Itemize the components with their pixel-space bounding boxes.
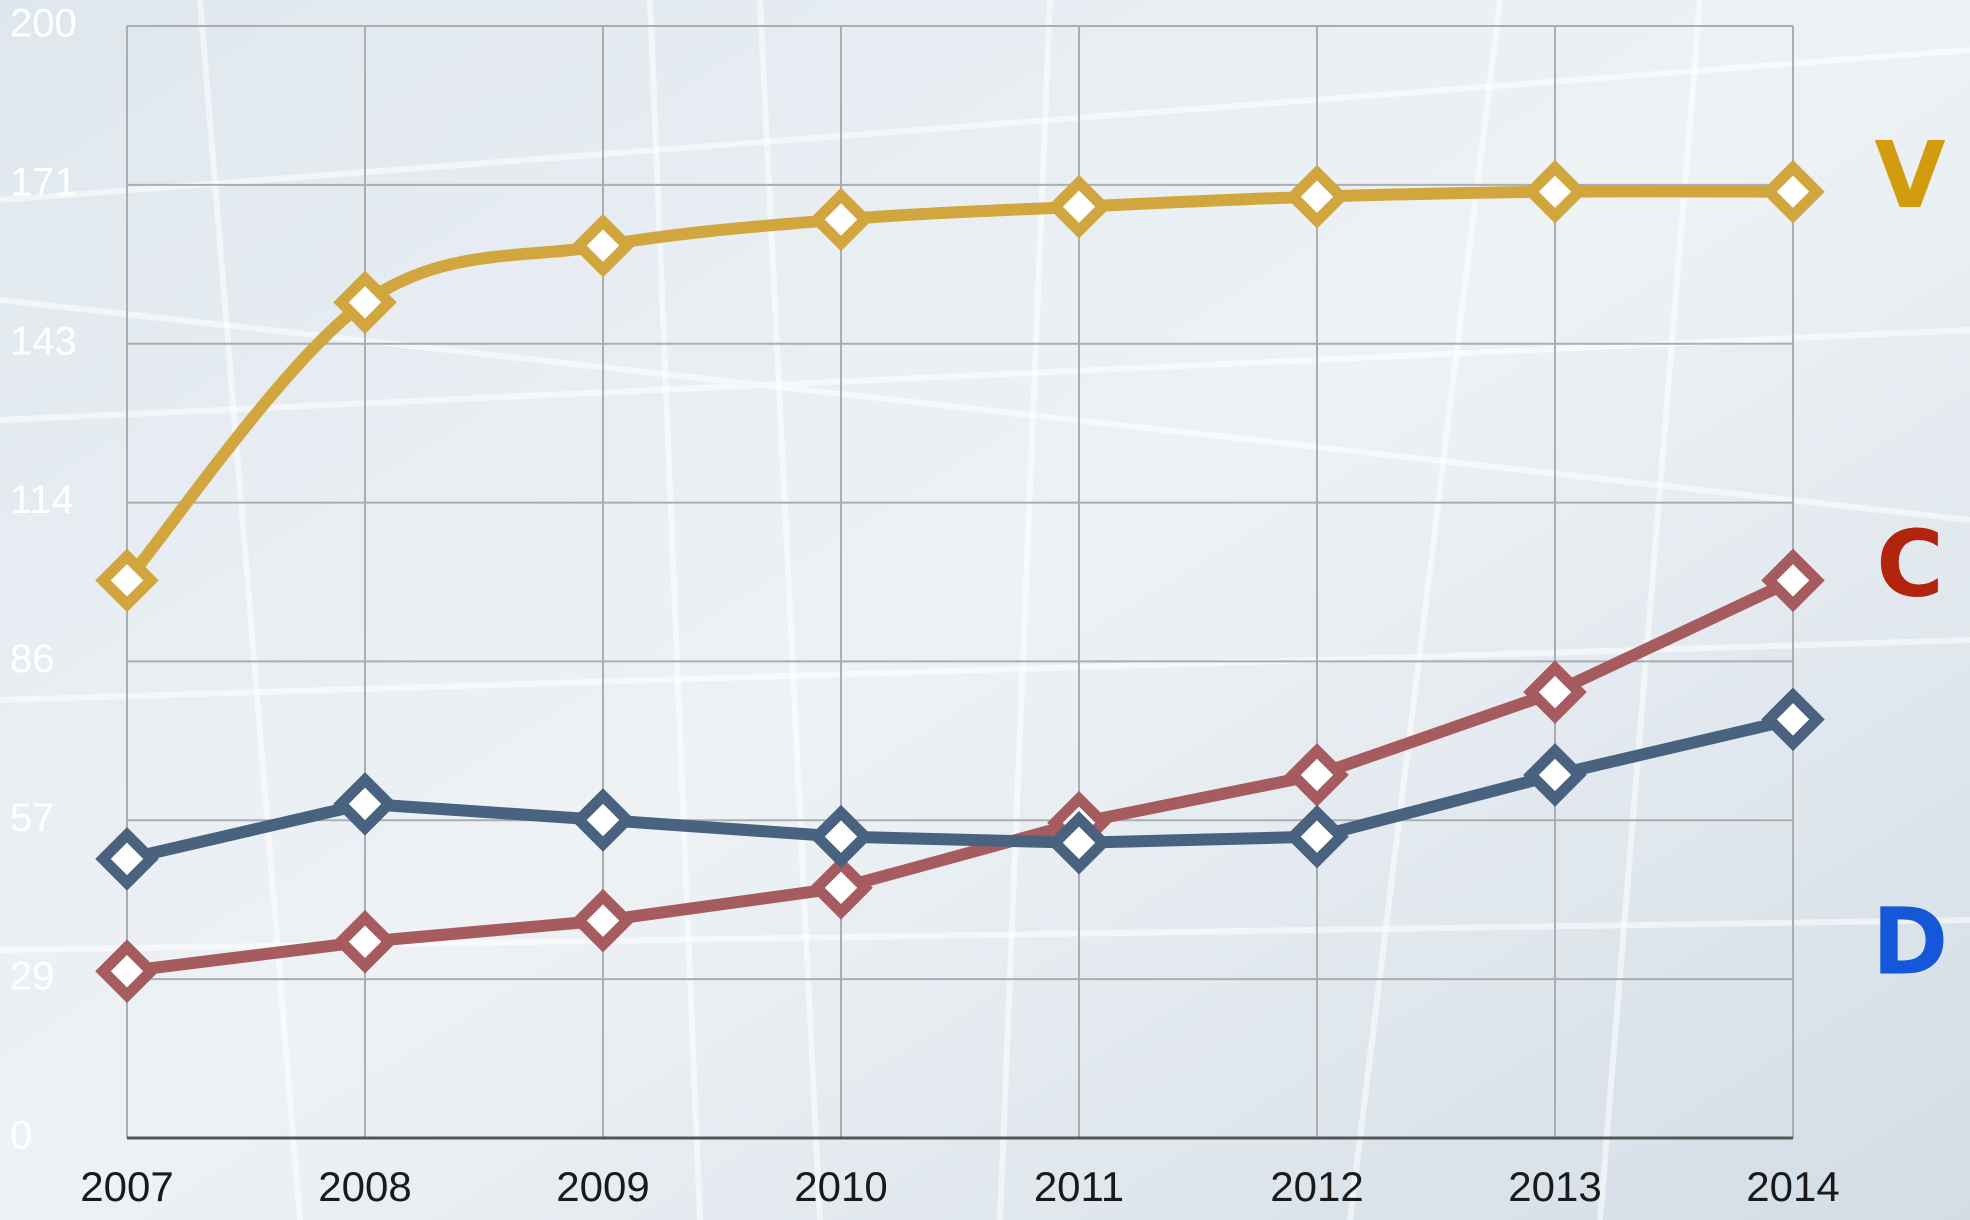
y-tick-label: 114 (10, 478, 74, 522)
series-line (125, 713, 1795, 865)
marker (809, 856, 873, 920)
x-tick-label: 2008 (318, 1163, 411, 1210)
x-tick-label: 2011 (1034, 1163, 1124, 1210)
marker (1285, 164, 1349, 229)
series-line (126, 574, 1796, 978)
marker (809, 804, 873, 869)
x-tick-label: 2013 (1508, 1163, 1601, 1210)
marker (1047, 810, 1111, 875)
y-tick-label: 57 (10, 796, 55, 840)
marker (1761, 159, 1825, 224)
marker (1523, 660, 1587, 724)
x-tick-label: 2014 (1746, 1163, 1839, 1210)
x-tick-label: 2009 (556, 1163, 649, 1210)
marker (571, 788, 635, 852)
series-label: V (1874, 122, 1945, 229)
marker (809, 187, 873, 252)
marker (333, 772, 397, 836)
marker (1047, 174, 1111, 239)
marker (1523, 159, 1587, 224)
plot: 0 29 57 86 114 143 171 200 2007 2008 2009 2010 2011 2… (10, 2, 1948, 1211)
marker (571, 888, 635, 953)
y-tick-label: 29 (10, 955, 55, 999)
marker (95, 939, 159, 1003)
marker (1285, 804, 1349, 869)
marker (1285, 743, 1349, 807)
y-tick-label: 200 (10, 2, 77, 46)
marker (571, 213, 635, 278)
x-tick-label: 2012 (1270, 1163, 1363, 1210)
y-tick-label: 0 (10, 1114, 32, 1158)
marker (1523, 743, 1587, 807)
marker (95, 827, 159, 891)
series-label: C (1876, 511, 1944, 618)
y-tick-label: 143 (10, 319, 77, 363)
series-label: D (1872, 888, 1948, 995)
marker (1761, 548, 1825, 613)
x-tick-label: 2007 (80, 1163, 173, 1210)
marker (333, 909, 397, 974)
y-tick-label: 86 (10, 637, 55, 681)
marker (1761, 687, 1825, 752)
x-tick-label: 2010 (794, 1163, 887, 1210)
marker (95, 548, 159, 613)
marker (333, 270, 397, 335)
y-tick-label: 171 (10, 160, 77, 204)
